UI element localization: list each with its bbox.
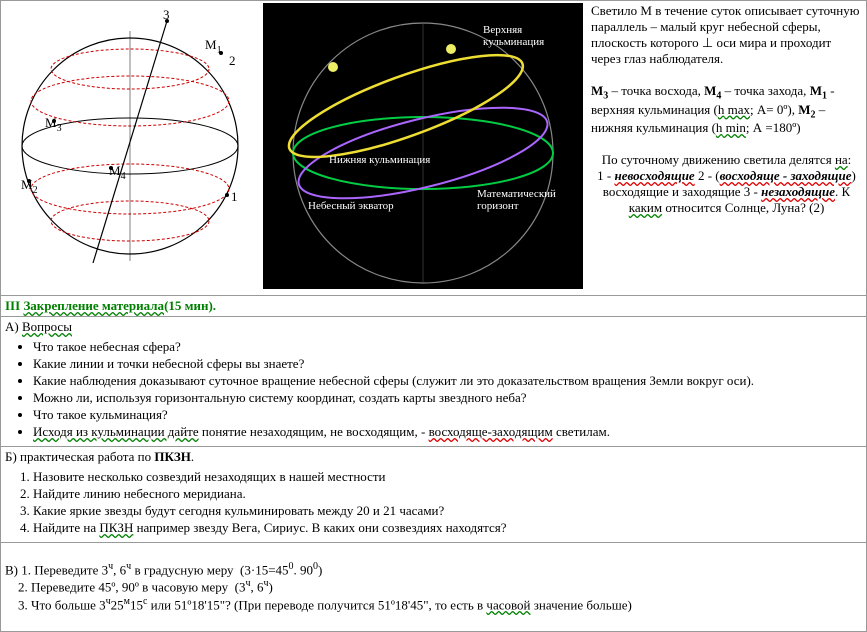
questions-b: Б) практическая работа по ПКЗН. Назовите…	[1, 447, 867, 543]
list-item: Что такое кульминация?	[33, 407, 862, 423]
list-item: Какие наблюдения доказывают суточное вра…	[33, 373, 862, 389]
svg-text:3: 3	[163, 7, 170, 22]
description-text: Светило М в течение суток описывает суто…	[591, 3, 862, 216]
section-3-title: III Закрепление материала	[5, 298, 164, 313]
list-item: Найдите линию небесного меридиана.	[33, 486, 862, 502]
sphere-diagram-left: 3 M1 2 M3 M4 M2 1	[5, 3, 255, 289]
list-item: Какие линии и точки небесной сферы вы зн…	[33, 356, 862, 372]
svg-text:Нижняя кульминация: Нижняя кульминация	[329, 154, 430, 166]
list-item: Что такое небесная сфера?	[33, 339, 862, 355]
list-item: Можно ли, используя горизонтальную систе…	[33, 390, 862, 406]
svg-text:1: 1	[231, 189, 238, 204]
questions-v: В) 1. Переведите 3ч, 6ч в градусную меру…	[1, 543, 867, 632]
svg-text:2: 2	[229, 53, 236, 68]
list-item: Найдите на ПКЗН например звезду Вега, Си…	[33, 520, 862, 536]
sphere-diagram-animated: Верхняякульминация Нижняя кульминация Не…	[263, 3, 583, 289]
questions-a: А) Вопросы Что такое небесная сфера? Как…	[1, 317, 867, 447]
list-item: Исходя из кульминации дайте понятие неза…	[33, 424, 862, 440]
page-table: 3 M1 2 M3 M4 M2 1	[0, 0, 867, 632]
list-item: Какие яркие звезды будут сегодня кульмин…	[33, 503, 862, 519]
list-item: Назовите несколько созвездий незаходящих…	[33, 469, 862, 485]
svg-text:Небесный экватор: Небесный экватор	[308, 200, 394, 212]
